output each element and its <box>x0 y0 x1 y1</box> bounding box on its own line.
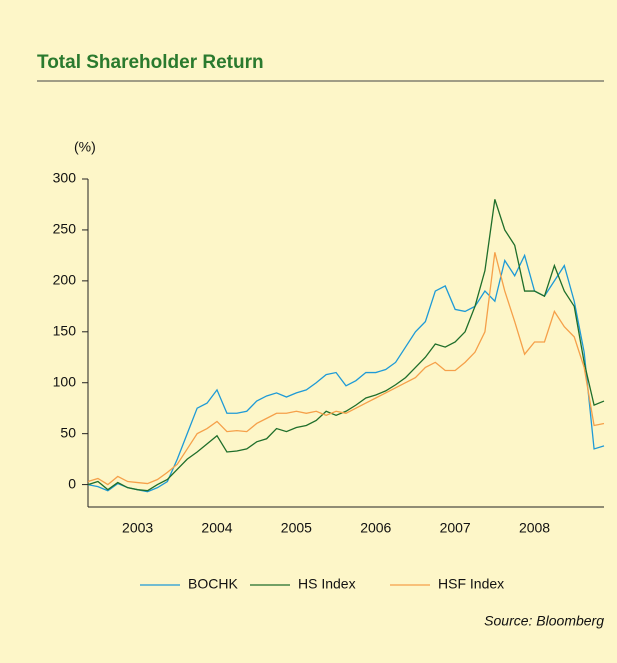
y-tick-label: 50 <box>60 424 76 440</box>
y-tick-label: 150 <box>53 322 77 338</box>
x-tick-label: 2006 <box>360 520 391 536</box>
legend-label: BOCHK <box>188 576 238 592</box>
y-tick-label: 300 <box>53 170 77 186</box>
y-axis-label: (%) <box>74 139 96 155</box>
x-tick-label: 2007 <box>440 520 471 536</box>
x-tick-label: 2004 <box>201 520 232 536</box>
x-tick-label: 2005 <box>281 520 312 536</box>
line-series <box>87 252 605 486</box>
y-tick-label: 100 <box>53 373 77 389</box>
legend-label: HSF Index <box>438 576 504 592</box>
x-tick-label: 2003 <box>122 520 153 536</box>
y-tick-label: 250 <box>53 221 77 237</box>
x-tick-label: 2008 <box>519 520 550 536</box>
y-tick-label: 200 <box>53 272 77 288</box>
legend-label: HS Index <box>298 576 356 592</box>
source: Source: Bloomberg <box>484 613 604 629</box>
y-tick-label: 0 <box>68 475 76 491</box>
line-series <box>87 199 605 492</box>
chart-title: Total Shareholder Return <box>37 52 264 73</box>
